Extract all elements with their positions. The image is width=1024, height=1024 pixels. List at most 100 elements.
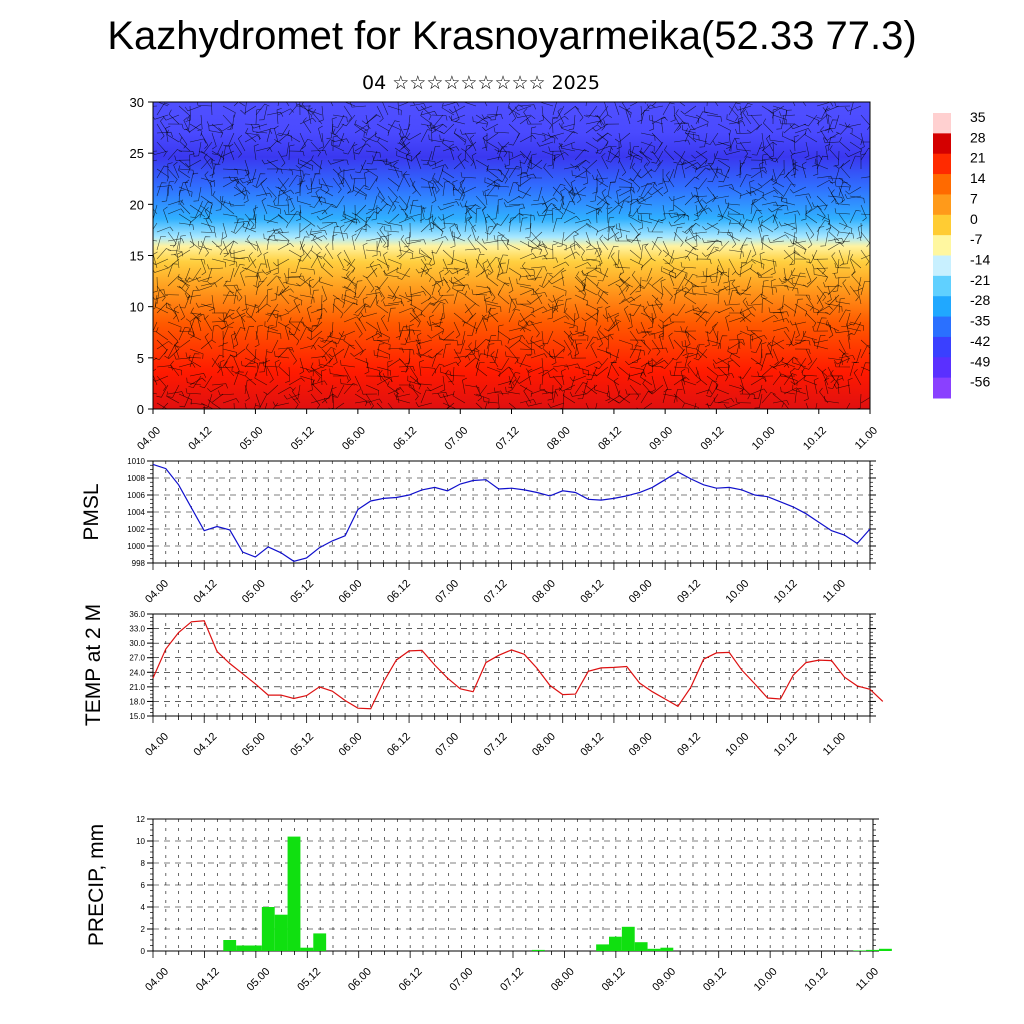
- wind-barb: [669, 370, 686, 377]
- wind-barb: [712, 193, 730, 199]
- wind-barb: [838, 182, 848, 197]
- wind-barb: [584, 283, 598, 296]
- wind-barb: [592, 123, 609, 132]
- wind-barb: [266, 140, 282, 152]
- wind-barb: [233, 220, 251, 226]
- wind-barb: [728, 213, 745, 220]
- wind-barb: [824, 377, 830, 395]
- wind-barb: [264, 402, 268, 409]
- wind-barb: [816, 335, 826, 350]
- wind-barb: [664, 249, 675, 264]
- wind-barb: [860, 281, 870, 296]
- wind-barb: [229, 249, 235, 266]
- wind-barb: [827, 119, 838, 134]
- precip-bar: [261, 907, 275, 951]
- wind-barb: [405, 152, 411, 170]
- wind-barb: [376, 300, 389, 314]
- wind-barb: [596, 202, 611, 215]
- wind-barb: [816, 285, 826, 302]
- wind-barb: [376, 231, 387, 248]
- wind-barb: [277, 321, 291, 334]
- wind-barb: [445, 369, 455, 386]
- wind-barb: [628, 168, 642, 182]
- x-tick-label: 07.00: [433, 731, 461, 759]
- wind-barb: [156, 327, 169, 341]
- wind-barb: [607, 245, 619, 260]
- wind-barb: [493, 127, 510, 134]
- wind-barb: [614, 262, 631, 269]
- wind-barb: [615, 276, 631, 288]
- wind-barb: [706, 246, 719, 260]
- wind-barb: [365, 384, 380, 396]
- wind-barb: [618, 258, 625, 276]
- wind-barb: [387, 347, 404, 353]
- wind-barb: [290, 258, 301, 273]
- wind-barb: [185, 352, 202, 359]
- wind-barb: [781, 196, 796, 206]
- wind-barb: [684, 291, 697, 305]
- wind-barb: [411, 180, 422, 197]
- wind-barb: [701, 267, 708, 284]
- wind-barb: [541, 209, 553, 224]
- wind-barb: [233, 263, 245, 278]
- wind-barb: [823, 282, 840, 288]
- wind-barb: [185, 312, 202, 323]
- wind-barb: [207, 384, 224, 393]
- wind-barb: [393, 161, 400, 179]
- wind-barb: [228, 249, 246, 255]
- wind-barb: [471, 224, 477, 242]
- wind-barb: [318, 105, 324, 122]
- x-tick-label: 08.00: [530, 731, 558, 759]
- wind-barb: [638, 186, 653, 199]
- wind-barb: [456, 330, 466, 346]
- wind-barb: [805, 155, 823, 161]
- heatmap-x-tick-label: 05.12: [289, 425, 317, 453]
- wind-barb: [376, 236, 387, 251]
- wind-barb: [827, 195, 844, 203]
- wind-barb: [668, 221, 686, 227]
- wind-barb: [703, 287, 719, 296]
- wind-barb: [525, 222, 532, 239]
- wind-barb: [695, 366, 701, 384]
- wind-barb: [486, 285, 496, 302]
- wind-barb: [680, 262, 697, 269]
- wind-barb: [805, 402, 809, 409]
- wind-barb: [449, 276, 466, 285]
- wind-barb: [827, 375, 840, 389]
- y-tick-label: 36.0: [129, 610, 145, 619]
- wind-barb: [596, 195, 612, 206]
- wind-barb: [490, 105, 499, 121]
- wind-barb: [211, 357, 221, 374]
- wind-barb: [860, 345, 870, 359]
- wind-barb: [215, 195, 224, 211]
- wind-barb: [761, 314, 778, 323]
- precip-bar: [660, 947, 674, 951]
- wind-barb: [481, 114, 499, 120]
- wind-barb: [646, 330, 664, 336]
- wind-barb: [222, 309, 235, 323]
- wind-barb: [552, 294, 559, 312]
- wind-barb: [673, 213, 690, 224]
- wind-barb: [816, 305, 833, 314]
- colorbar-swatch: [933, 194, 951, 216]
- wind-barb: [651, 347, 668, 353]
- wind-barb: [569, 391, 587, 397]
- wind-barb: [596, 291, 609, 305]
- wind-barb: [365, 150, 381, 158]
- wind-barb: [616, 188, 622, 206]
- wind-barb: [713, 285, 730, 294]
- wind-barb: [629, 155, 640, 170]
- wind-barb: [783, 251, 800, 260]
- wind-barb: [651, 116, 668, 125]
- wind-barb: [642, 379, 653, 395]
- wind-barb: [739, 306, 757, 314]
- wind-barb: [772, 168, 777, 186]
- wind-barb: [746, 186, 763, 195]
- wind-barb: [569, 375, 587, 382]
- wind-barb: [189, 312, 205, 320]
- wind-barb: [453, 177, 466, 191]
- wind-barb: [299, 223, 316, 233]
- wind-barb: [739, 156, 752, 170]
- wind-barb: [354, 228, 367, 242]
- wind-barb: [706, 339, 721, 349]
